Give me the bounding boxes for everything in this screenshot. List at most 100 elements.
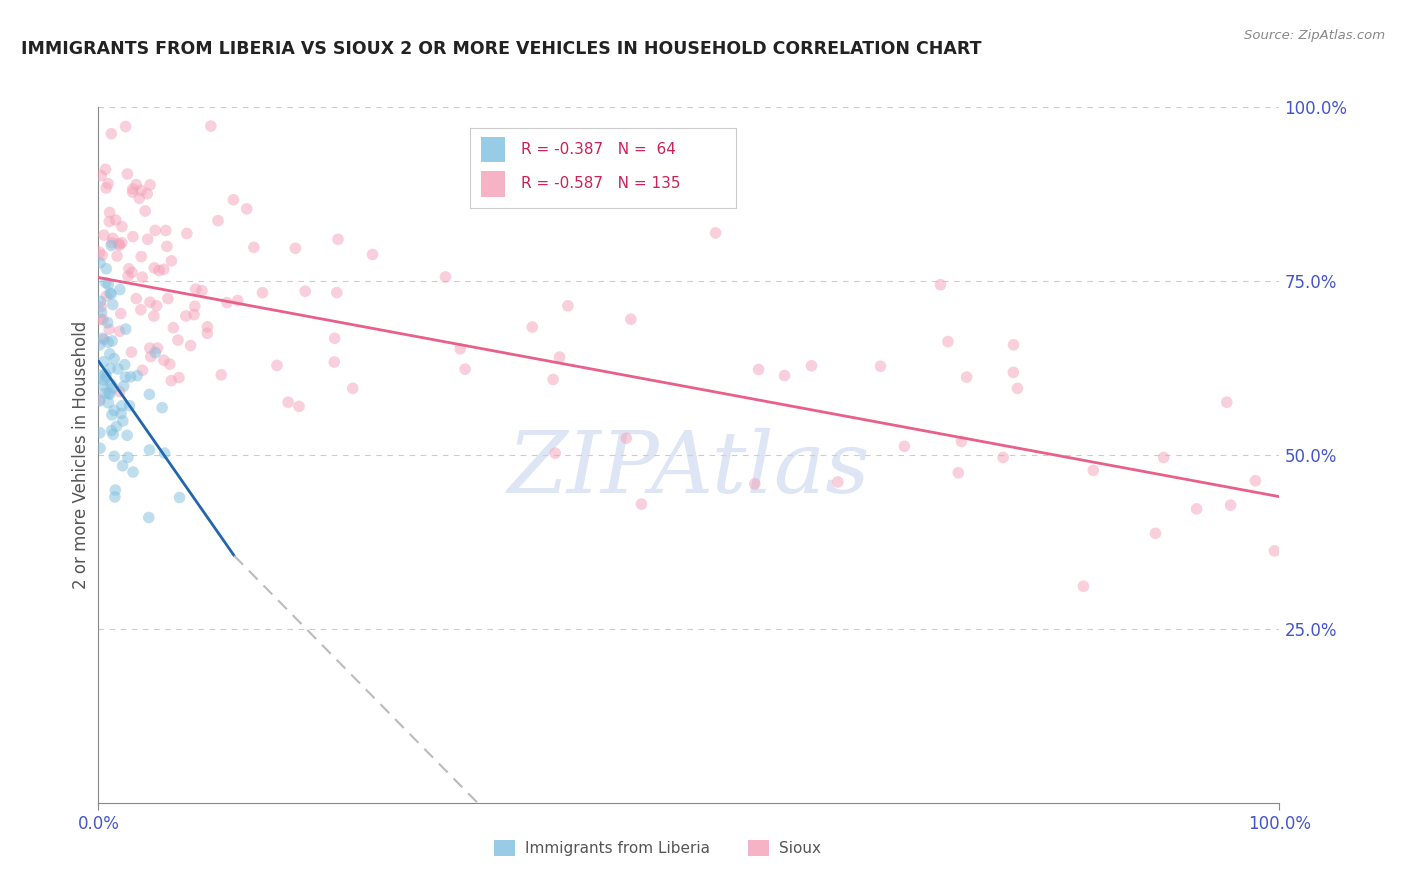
Point xyxy=(195,326,218,341)
Point xyxy=(121,345,143,359)
Point xyxy=(103,351,125,366)
Point xyxy=(893,439,915,453)
Point xyxy=(98,322,121,336)
Point xyxy=(950,434,973,449)
Bar xyxy=(494,840,516,855)
Point xyxy=(94,367,117,381)
Point xyxy=(101,297,124,311)
Point xyxy=(169,491,191,505)
Text: ZIPAtlas: ZIPAtlas xyxy=(508,427,870,510)
Point xyxy=(100,127,122,141)
Point xyxy=(454,362,477,376)
Point xyxy=(167,370,190,384)
Point xyxy=(101,231,124,245)
Point xyxy=(98,214,121,228)
Point xyxy=(614,431,637,445)
Point xyxy=(145,299,167,313)
Point xyxy=(89,442,111,456)
Point xyxy=(105,249,128,263)
Point xyxy=(89,392,111,407)
Point xyxy=(1144,526,1167,541)
Point xyxy=(162,320,184,334)
Point xyxy=(1007,381,1029,395)
Point xyxy=(143,260,166,275)
Point xyxy=(1216,395,1239,409)
Point xyxy=(174,309,197,323)
Point xyxy=(118,399,141,413)
Point xyxy=(191,284,214,298)
Point xyxy=(800,359,823,373)
Point xyxy=(97,396,120,410)
Point xyxy=(136,232,159,246)
Point xyxy=(156,239,179,253)
Point xyxy=(1002,365,1025,379)
Point xyxy=(114,120,136,134)
Point xyxy=(704,226,727,240)
Point xyxy=(128,191,150,205)
Point xyxy=(120,369,142,384)
Point xyxy=(89,368,111,383)
Point xyxy=(142,309,165,323)
Point xyxy=(97,316,120,330)
Point xyxy=(197,319,219,334)
Point xyxy=(91,248,114,262)
Point xyxy=(104,213,127,227)
Point xyxy=(1153,450,1175,465)
Point xyxy=(108,236,131,251)
Point xyxy=(101,235,124,250)
Point xyxy=(91,331,114,345)
Point xyxy=(869,359,891,374)
Point xyxy=(294,284,316,298)
Point xyxy=(630,497,652,511)
Point xyxy=(183,308,205,322)
Point xyxy=(146,341,169,355)
Point xyxy=(131,363,153,377)
Point xyxy=(956,370,979,384)
Point xyxy=(114,358,136,372)
Point xyxy=(108,283,131,297)
Point xyxy=(89,256,111,270)
Point xyxy=(101,334,124,348)
Point xyxy=(89,245,111,260)
Point xyxy=(138,442,160,457)
Point xyxy=(125,292,148,306)
Point xyxy=(112,379,135,393)
Point xyxy=(90,300,112,314)
Point xyxy=(156,292,179,306)
Point xyxy=(773,368,796,383)
Y-axis label: 2 or more Vehicles in Household: 2 or more Vehicles in Household xyxy=(72,321,90,589)
Point xyxy=(94,276,117,290)
Point xyxy=(744,476,766,491)
Point xyxy=(136,186,159,201)
Point xyxy=(98,286,121,301)
Point xyxy=(326,285,349,300)
Point xyxy=(100,376,122,391)
Point xyxy=(104,483,127,497)
Text: Source: ZipAtlas.com: Source: ZipAtlas.com xyxy=(1244,29,1385,42)
Point xyxy=(1083,463,1105,477)
Point xyxy=(222,193,245,207)
Point xyxy=(129,183,152,197)
Point xyxy=(252,285,274,300)
Point xyxy=(111,458,134,473)
Point xyxy=(97,335,120,350)
Point xyxy=(111,235,134,250)
Point xyxy=(89,394,111,409)
Point xyxy=(160,253,183,268)
Point xyxy=(93,333,115,347)
Point xyxy=(96,289,118,303)
Point xyxy=(184,282,207,296)
Point xyxy=(97,386,120,401)
Point xyxy=(101,427,124,442)
Point xyxy=(207,213,229,227)
Point xyxy=(544,446,567,460)
Point xyxy=(1002,338,1025,352)
Point xyxy=(100,287,122,301)
Point xyxy=(115,428,138,442)
Point xyxy=(121,265,143,279)
Point xyxy=(226,293,249,308)
Bar xyxy=(748,840,769,855)
Point xyxy=(288,400,311,414)
Point xyxy=(184,299,207,313)
Point xyxy=(1073,579,1095,593)
